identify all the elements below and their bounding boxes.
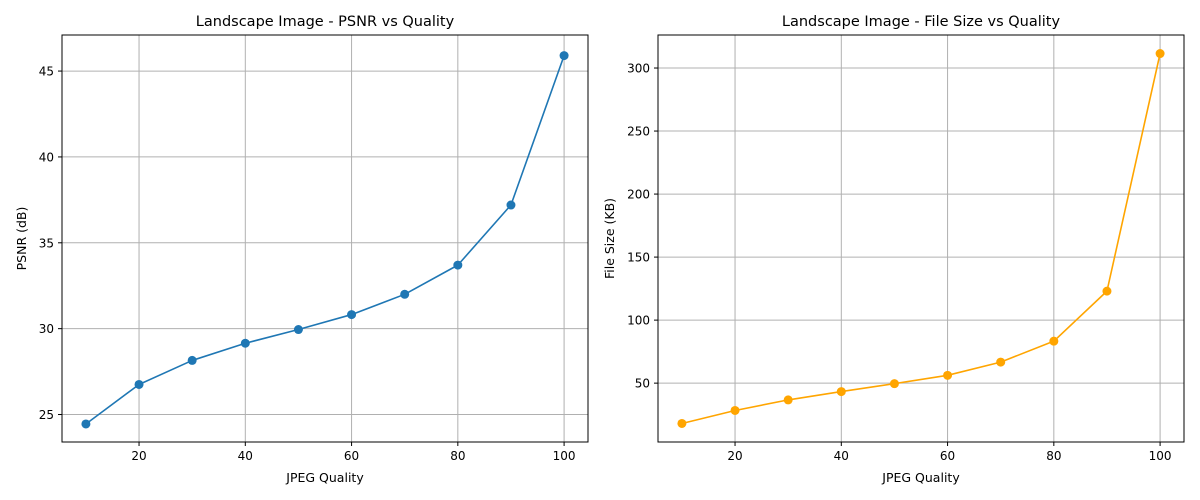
series-line <box>681 53 1161 425</box>
y-tick-label: 200 <box>627 188 650 202</box>
data-point <box>240 338 250 348</box>
y-tick-label: 250 <box>627 125 650 139</box>
y-tick-label: 40 <box>39 150 54 164</box>
x-axis-label: JPEG Quality <box>881 470 960 485</box>
y-tick-label: 50 <box>635 377 650 391</box>
y-tick-label: 300 <box>627 62 650 76</box>
x-axis-label: JPEG Quality <box>285 470 364 485</box>
x-tick-label: 80 <box>450 449 465 463</box>
chart-title: Landscape Image - File Size vs Quality <box>782 14 1061 30</box>
x-tick-label: 20 <box>727 449 742 463</box>
file-size-chart: 20 40 60 80 100 50 100 150 200 250 300 Landscape Im… <box>602 14 1185 485</box>
data-point <box>506 200 516 210</box>
axes-frame <box>61 34 589 443</box>
data-point <box>1155 49 1165 59</box>
x-tick-label: 40 <box>238 449 253 463</box>
data-point <box>134 379 144 389</box>
x-tick-label: 60 <box>940 449 955 463</box>
y-tick-label: 150 <box>627 251 650 265</box>
data-point <box>293 325 303 335</box>
y-axis-label: File Size (KB) <box>602 198 617 279</box>
data-point <box>400 289 410 299</box>
axes-frame <box>657 34 1185 443</box>
x-tick-label: 40 <box>834 449 849 463</box>
x-tick-label: 60 <box>344 449 359 463</box>
data-point <box>730 405 740 415</box>
y-tick-label: 100 <box>627 314 650 328</box>
data-point <box>1102 286 1112 296</box>
y-tick-label: 30 <box>39 322 54 336</box>
data-point <box>559 51 569 61</box>
series-line <box>85 55 565 425</box>
data-point <box>81 419 91 429</box>
x-tick-label: 100 <box>1149 449 1172 463</box>
data-point <box>996 357 1006 367</box>
data-point <box>889 379 899 389</box>
data-point <box>943 370 953 380</box>
data-point <box>836 387 846 397</box>
y-tick-label: 45 <box>39 65 54 79</box>
data-point <box>1049 336 1059 346</box>
psnr-chart: 20 40 60 80 100 25 30 35 40 45 Landscape Image - P… <box>14 14 589 485</box>
y-axis-label: PSNR (dB) <box>14 207 29 271</box>
x-tick-label: 100 <box>553 449 576 463</box>
chart-title: Landscape Image - PSNR vs Quality <box>196 14 455 30</box>
data-point <box>187 355 197 365</box>
data-point <box>453 260 463 270</box>
data-point <box>677 418 687 428</box>
data-point <box>347 310 357 320</box>
y-tick-label: 35 <box>39 236 54 250</box>
x-tick-label: 20 <box>131 449 146 463</box>
data-point <box>783 395 793 405</box>
y-tick-label: 25 <box>39 408 54 422</box>
x-tick-label: 80 <box>1046 449 1061 463</box>
